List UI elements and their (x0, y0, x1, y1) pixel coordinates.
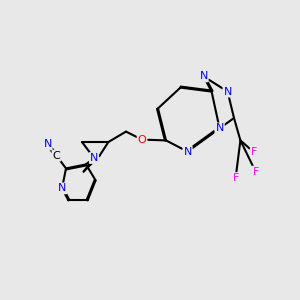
Text: N: N (183, 147, 192, 157)
Text: C: C (52, 151, 60, 160)
Text: F: F (252, 167, 259, 177)
Text: N: N (215, 123, 224, 134)
Text: N: N (200, 71, 208, 81)
Text: N: N (224, 87, 232, 97)
Text: F: F (251, 147, 257, 158)
Text: N: N (44, 140, 52, 149)
Text: N: N (58, 183, 66, 194)
Text: N: N (90, 153, 98, 163)
Text: O: O (138, 135, 146, 145)
Text: F: F (232, 173, 239, 183)
